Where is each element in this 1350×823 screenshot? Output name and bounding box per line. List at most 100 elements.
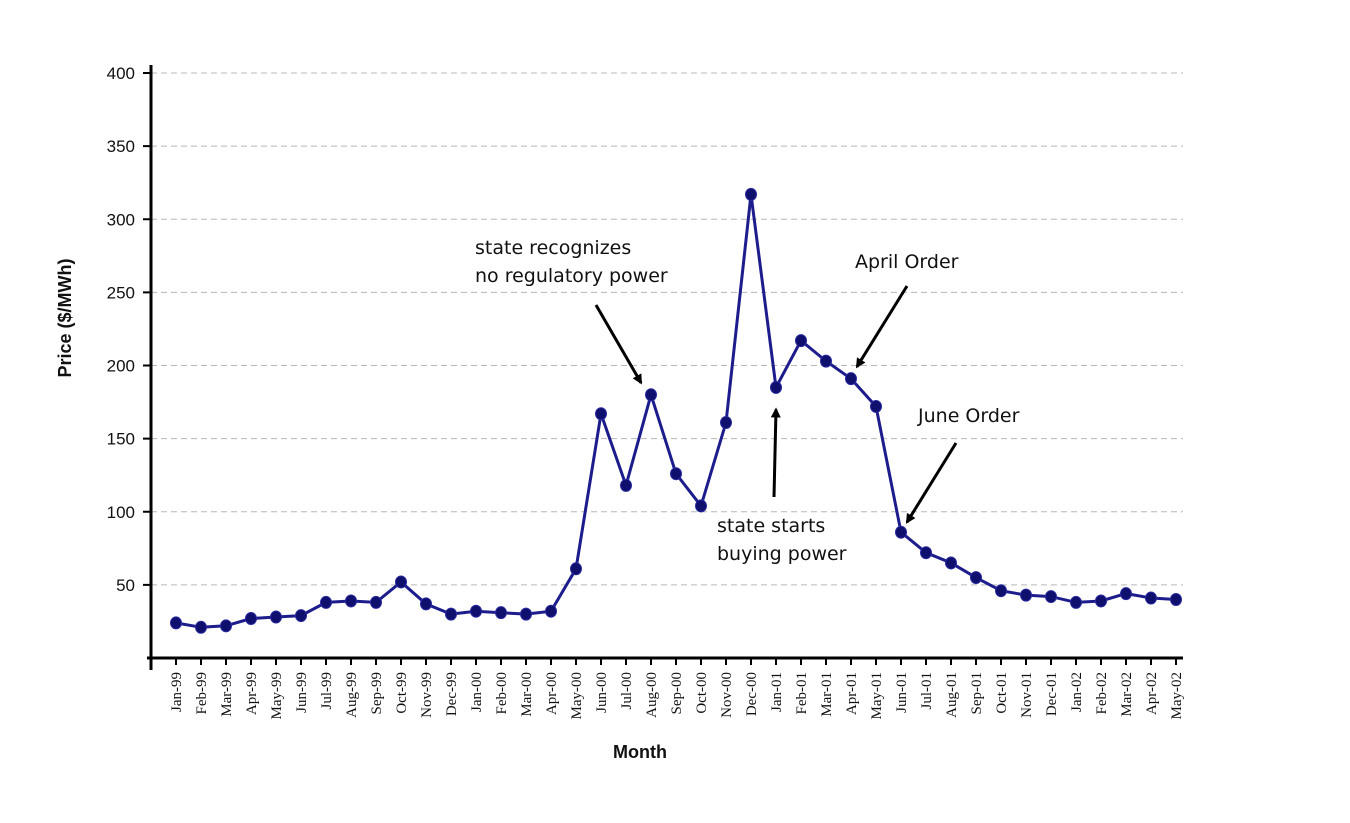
x-tick-label: Jun-99 <box>294 672 310 713</box>
data-point <box>945 556 957 570</box>
data-point <box>745 187 757 201</box>
y-axis-title: Price ($/MWh) <box>55 258 75 377</box>
x-tick-label: May-99 <box>269 672 285 720</box>
price-series-line <box>175 194 1177 629</box>
data-point <box>595 407 607 421</box>
x-tick-label: Feb-99 <box>194 672 210 715</box>
data-point <box>620 478 632 492</box>
x-tick-label: Sep-01 <box>969 672 985 715</box>
x-tick-label: Jun-01 <box>894 672 910 713</box>
x-tick-label: Jul-00 <box>619 672 635 710</box>
data-point <box>520 607 532 621</box>
annotation-text: buying power <box>717 543 847 565</box>
data-point <box>1045 590 1057 604</box>
annotation-text: state recognizes <box>475 237 631 259</box>
data-point <box>320 595 332 609</box>
data-point <box>195 620 207 634</box>
y-tick-label: 300 <box>107 210 135 229</box>
data-point <box>670 467 682 481</box>
data-point <box>645 388 657 402</box>
y-tick-label: 50 <box>116 576 135 595</box>
data-point <box>1020 588 1032 602</box>
data-point <box>695 499 707 513</box>
x-tick-label: Jan-99 <box>169 672 185 712</box>
x-tick-label: Nov-01 <box>1019 672 1035 718</box>
x-tick-label: Sep-00 <box>669 672 685 715</box>
x-tick-label: Sep-99 <box>369 672 385 715</box>
y-tick-label: 350 <box>107 137 135 156</box>
annotation-text: no regulatory power <box>475 265 668 287</box>
y-tick-label: 400 <box>107 64 135 83</box>
annotation-arrow <box>770 407 781 498</box>
data-point <box>970 571 982 585</box>
data-point <box>270 610 282 624</box>
annotation-arrow <box>594 304 643 385</box>
data-point <box>870 399 882 413</box>
data-point <box>1145 591 1157 605</box>
x-tick-label: Apr-99 <box>244 672 260 715</box>
data-point <box>770 380 782 394</box>
data-point <box>1170 593 1182 606</box>
annotation-arrow <box>855 285 909 369</box>
x-tick-label: Jan-02 <box>1069 672 1085 712</box>
data-point <box>820 354 832 368</box>
x-tick-label: Apr-02 <box>1144 672 1160 715</box>
price-series <box>170 187 1182 634</box>
data-point <box>720 416 732 430</box>
data-point <box>345 594 357 608</box>
x-tick-label: Jun-00 <box>594 672 610 713</box>
x-tick-label: Oct-00 <box>694 672 710 714</box>
annotation-arrow <box>905 442 958 524</box>
x-tick-label: Aug-99 <box>344 672 360 718</box>
x-axis-title: Month <box>613 742 667 762</box>
data-point <box>920 546 932 560</box>
data-point <box>495 606 507 620</box>
x-tick-label: Oct-99 <box>394 672 410 714</box>
x-tick-label: Apr-00 <box>544 672 560 715</box>
x-tick-label: Nov-00 <box>719 672 735 718</box>
data-point <box>995 584 1007 598</box>
y-tick-label: 200 <box>107 357 135 376</box>
x-tick-label: Aug-01 <box>944 672 960 718</box>
x-tick-label: Dec-99 <box>444 672 460 716</box>
y-tick-label: 150 <box>107 430 135 449</box>
x-tick-label: Jul-01 <box>919 672 935 710</box>
gridlines <box>151 72 1183 586</box>
data-point <box>570 562 582 576</box>
x-tick-label: Jan-01 <box>769 672 785 712</box>
x-tick-label: Mar-00 <box>519 672 535 717</box>
x-tick-label: Mar-01 <box>819 672 835 717</box>
data-point <box>795 334 807 348</box>
y-tick-label: 250 <box>107 283 135 302</box>
axes: 50 100 150 200 250 300 350 400 Jan-99 Feb-99 Mar-9… <box>107 64 1185 720</box>
x-tick-label: Apr-01 <box>844 672 860 715</box>
x-tick-label: May-00 <box>569 672 585 720</box>
data-point <box>370 595 382 609</box>
data-point <box>545 604 557 618</box>
data-point <box>895 525 907 539</box>
data-point <box>220 619 232 633</box>
x-tick-label: Jan-00 <box>469 672 485 712</box>
data-point <box>395 575 407 589</box>
x-tick-label: Dec-01 <box>1044 672 1060 716</box>
data-point <box>845 372 857 386</box>
annotation-text: state starts <box>717 515 825 537</box>
data-point <box>295 609 307 623</box>
annotation-text: April Order <box>855 251 959 273</box>
x-tick-label: Feb-01 <box>794 672 810 715</box>
x-tick-label: Dec-00 <box>744 672 760 716</box>
data-point <box>470 604 482 618</box>
data-point <box>1120 587 1132 601</box>
data-point <box>445 607 457 621</box>
x-tick-label: Feb-02 <box>1094 672 1110 715</box>
x-tick-label: Aug-00 <box>644 672 660 718</box>
annotation-text: June Order <box>917 405 1020 427</box>
data-point <box>420 597 432 611</box>
data-point <box>245 612 257 626</box>
x-tick-label: May-02 <box>1169 672 1185 720</box>
data-point <box>1070 595 1082 609</box>
x-tick-label: Jul-99 <box>319 672 335 710</box>
x-tick-label: Feb-00 <box>494 672 510 715</box>
data-point <box>1095 594 1107 608</box>
